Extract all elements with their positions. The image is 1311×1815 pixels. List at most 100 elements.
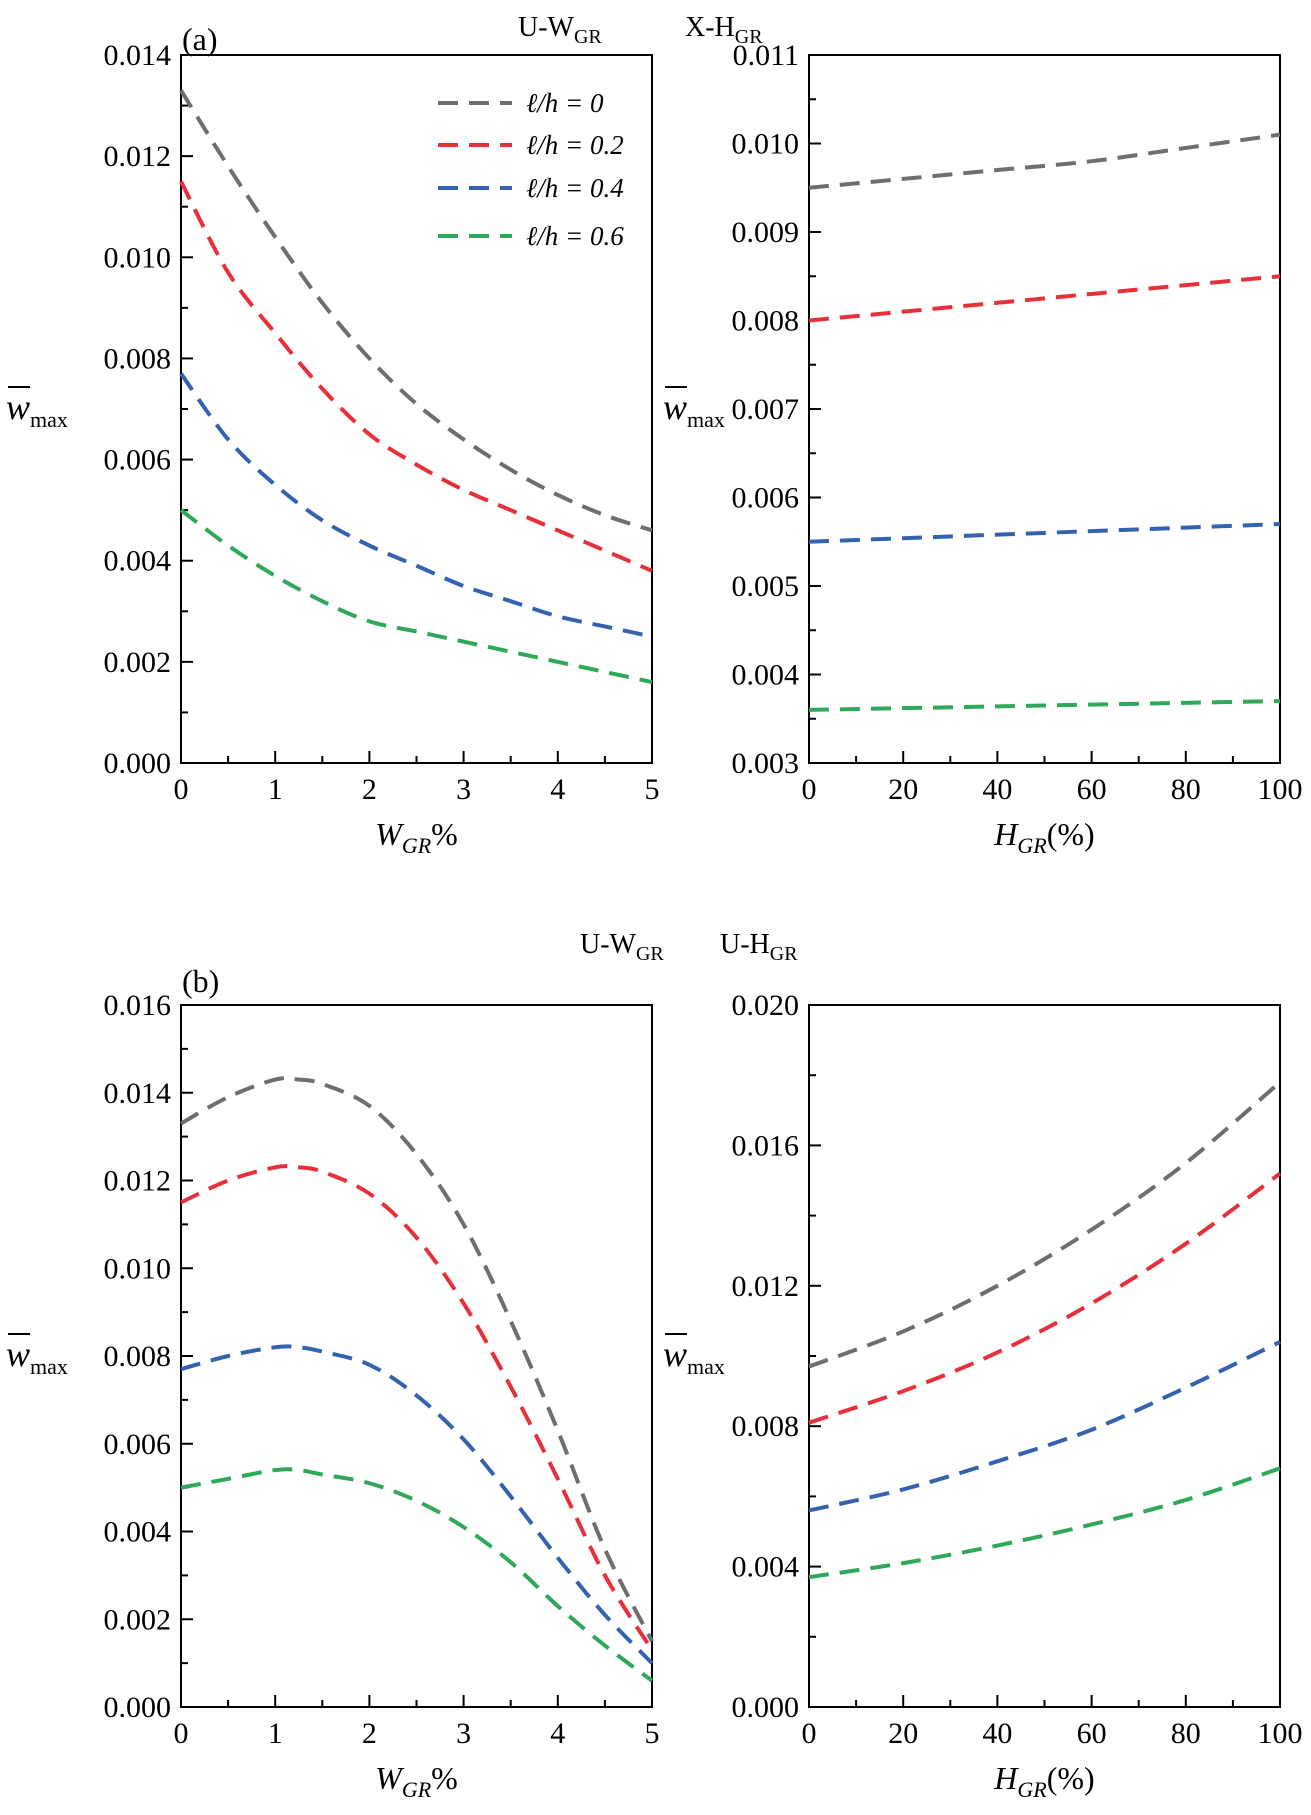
y-tick-label: 0.004 [104,1516,172,1549]
y-tick-label: 0.020 [732,989,800,1022]
y-tick-label: 0.002 [104,646,172,679]
y-tick-label: 0.008 [104,1340,172,1373]
x-axis-title: WGR% [375,1760,458,1802]
series-line-1 [180,1164,654,1652]
y-tick-label: 0.010 [732,128,800,161]
x-tick-label: 2 [362,1717,377,1750]
series-line-0 [179,89,653,533]
x-tick-label: 60 [1077,773,1107,806]
legend-label-3: ℓ/h = 0.6 [526,221,624,251]
x-tick-label: 2 [362,773,377,806]
x-tick-label: 20 [888,1717,918,1750]
y-tick-label: 0.005 [732,570,800,603]
y-tick-label: 0.008 [732,1410,800,1443]
y-tick-label: 0.000 [732,1691,800,1724]
x-tick-label: 1 [268,1717,283,1750]
series-line-0 [808,132,1281,190]
panel-tag-a: (a) [182,21,218,57]
y-axis-title: wmax [663,1334,725,1379]
y-axis-title: wmax [663,387,725,432]
x-tick-label: 40 [982,773,1012,806]
x-tick-label: 20 [888,773,918,806]
chart-b-left: 0 1 2 3 4 5 0.000 0.002 0.004 0.006 0.008 0.010 0.01… [6,989,660,1802]
legend-label-2: ℓ/h = 0.4 [526,173,624,203]
chart-b-right: 0 20 40 60 80 100 0.000 0.004 0.008 0.012 0.016 0.0… [663,989,1303,1802]
x-tick-label: 80 [1171,1717,1201,1750]
y-tick-label: 0.008 [104,342,172,375]
y-tick-label: 0.006 [732,482,800,515]
x-tick-label: 80 [1171,773,1201,806]
x-tick-label: 40 [982,1717,1012,1750]
y-tick-label: 0.012 [104,140,172,173]
legend-label-1: ℓ/h = 0.2 [526,130,624,160]
chart-a-left: 0 1 2 3 4 5 0.000 0.002 0.004 0.006 0.008 0.010 0.01… [6,39,660,858]
header-b-right: U-HGR [720,929,798,965]
y-tick-label: 0.016 [732,1129,800,1162]
series-line-0 [180,1076,654,1643]
x-tick-label: 1 [268,773,283,806]
x-tick-label: 5 [645,1717,660,1750]
y-tick-label: 0.000 [104,1691,172,1724]
series-line-3 [180,1467,654,1683]
y-tick-label: 0.012 [732,1270,800,1303]
series-line-3 [808,1466,1281,1580]
y-tick-label: 0.010 [104,1252,172,1285]
series-line-1 [808,274,1281,323]
x-axis-title: WGR% [375,816,458,858]
y-tick-label: 0.009 [732,216,800,249]
plot-frame [808,1004,1281,1708]
y-tick-label: 0.004 [732,1551,800,1584]
header-a-right: X-HGR [685,12,763,48]
panel-tag-b: (b) [182,963,219,999]
y-tick-label: 0.006 [104,444,172,477]
y-tick-label: 0.010 [104,241,172,274]
plot-frame [180,54,653,764]
header-a-left: U-WGR [518,12,602,48]
y-tick-label: 0.014 [104,39,172,72]
y-axis-title: wmax [6,387,68,432]
y-axis-title: wmax [6,1334,68,1379]
y-tick-label: 0.014 [104,1077,172,1110]
plot-frame [180,1004,653,1708]
x-tick-label: 5 [645,773,660,806]
y-tick-label: 0.011 [733,39,799,72]
y-tick-label: 0.003 [732,747,800,780]
legend-label-0: ℓ/h = 0 [526,88,604,118]
legend: ℓ/h = 0 ℓ/h = 0.2 ℓ/h = 0.4 ℓ/h = 0.6 [438,88,624,251]
y-tick-label: 0.006 [104,1428,172,1461]
y-tick-label: 0.004 [104,545,172,578]
header-b-left: U-WGR [580,929,664,965]
series-line-2 [808,522,1281,544]
x-axis-title: HGR(%) [993,816,1094,858]
x-tick-label: 4 [550,773,565,806]
series-line-3 [179,508,653,685]
series-line-3 [808,699,1281,712]
x-tick-label: 0 [802,773,817,806]
x-tick-label: 60 [1077,1717,1107,1750]
x-tick-label: 100 [1258,1717,1303,1750]
x-tick-label: 4 [550,1717,565,1750]
x-axis-title: HGR(%) [993,1760,1094,1802]
y-tick-label: 0.002 [104,1603,172,1636]
x-tick-label: 3 [456,1717,471,1750]
series-line-2 [180,1344,654,1665]
chart-a-right: 0 20 40 60 80 100 0.003 0.004 0.005 0.006 0.007 0.0… [663,39,1303,858]
y-tick-label: 0.016 [104,989,172,1022]
y-tick-label: 0.007 [732,393,800,426]
y-tick-label: 0.000 [104,747,172,780]
plot-frame [808,54,1281,764]
x-tick-label: 0 [802,1717,817,1750]
x-tick-label: 0 [174,773,189,806]
x-tick-label: 3 [456,773,471,806]
x-tick-label: 0 [174,1717,189,1750]
series-line-1 [808,1171,1282,1425]
series-line-2 [808,1340,1281,1513]
series-line-2 [179,372,653,639]
series-line-1 [179,180,653,573]
series-line-0 [808,1080,1282,1369]
y-tick-label: 0.004 [732,659,800,692]
y-tick-label: 0.008 [732,305,800,338]
y-tick-label: 0.012 [104,1165,172,1198]
x-tick-label: 100 [1258,773,1303,806]
